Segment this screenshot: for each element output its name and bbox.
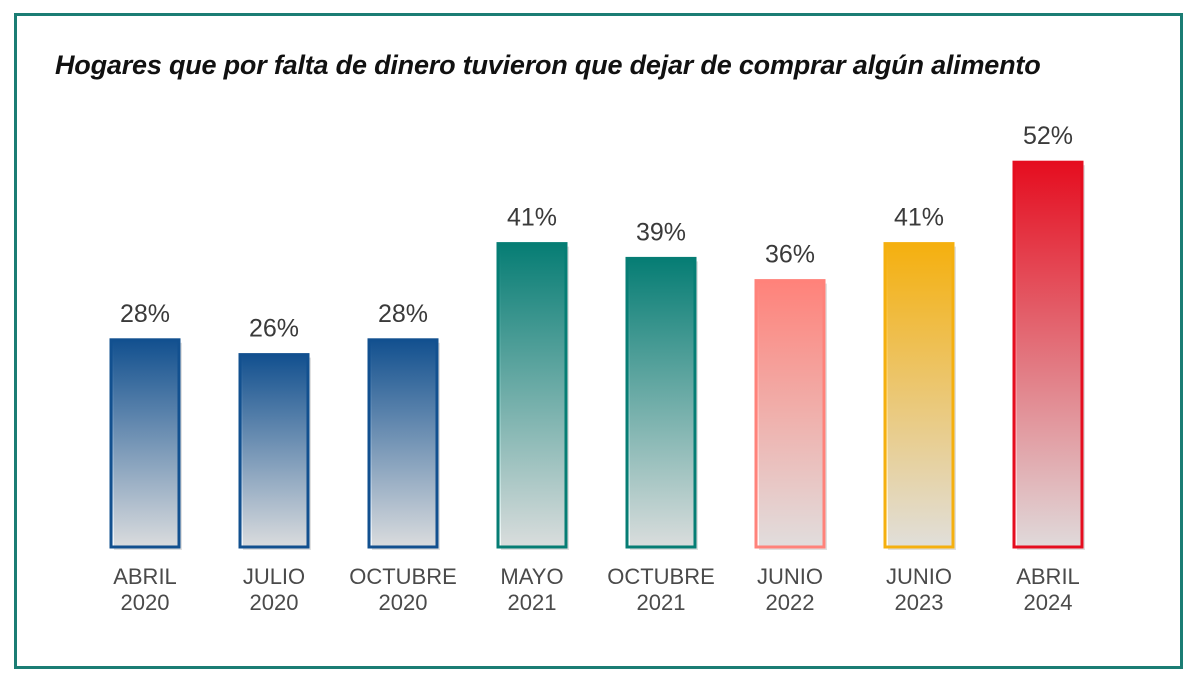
category-label: MAYO [500, 564, 563, 589]
bar-value-label: 39% [636, 218, 686, 246]
category-year-label: 2021 [637, 590, 686, 615]
category-year-label: 2024 [1024, 590, 1073, 615]
category-label: JUNIO [757, 564, 823, 589]
bar [625, 256, 697, 549]
bar [109, 338, 181, 549]
category-year-label: 2020 [121, 590, 170, 615]
category-year-label: 2021 [508, 590, 557, 615]
bar-value-label: 41% [507, 204, 557, 232]
bar [367, 338, 439, 549]
category-year-label: 2023 [895, 590, 944, 615]
bar [496, 242, 568, 549]
bar [754, 279, 826, 549]
category-label: ABRIL [1016, 564, 1080, 589]
bar-value-label: 36% [765, 241, 815, 269]
bar-value-label: 28% [120, 300, 170, 328]
category-label: JULIO [243, 564, 305, 589]
bar [1012, 160, 1084, 549]
category-label: OCTUBRE [607, 564, 715, 589]
category-label: JUNIO [886, 564, 952, 589]
category-year-label: 2020 [379, 590, 428, 615]
chart-title: Hogares que por falta de dinero tuvieron… [55, 50, 1041, 80]
bar [883, 242, 955, 549]
chart-frame: Hogares que por falta de dinero tuvieron… [14, 13, 1183, 669]
bar-value-label: 28% [378, 300, 428, 328]
category-label: OCTUBRE [349, 564, 457, 589]
category-year-label: 2022 [766, 590, 815, 615]
bar [238, 353, 310, 549]
bar-value-label: 26% [249, 315, 299, 343]
bar-value-label: 52% [1023, 122, 1073, 150]
bar-value-label: 41% [894, 204, 944, 232]
category-label: ABRIL [113, 564, 177, 589]
category-year-label: 2020 [250, 590, 299, 615]
